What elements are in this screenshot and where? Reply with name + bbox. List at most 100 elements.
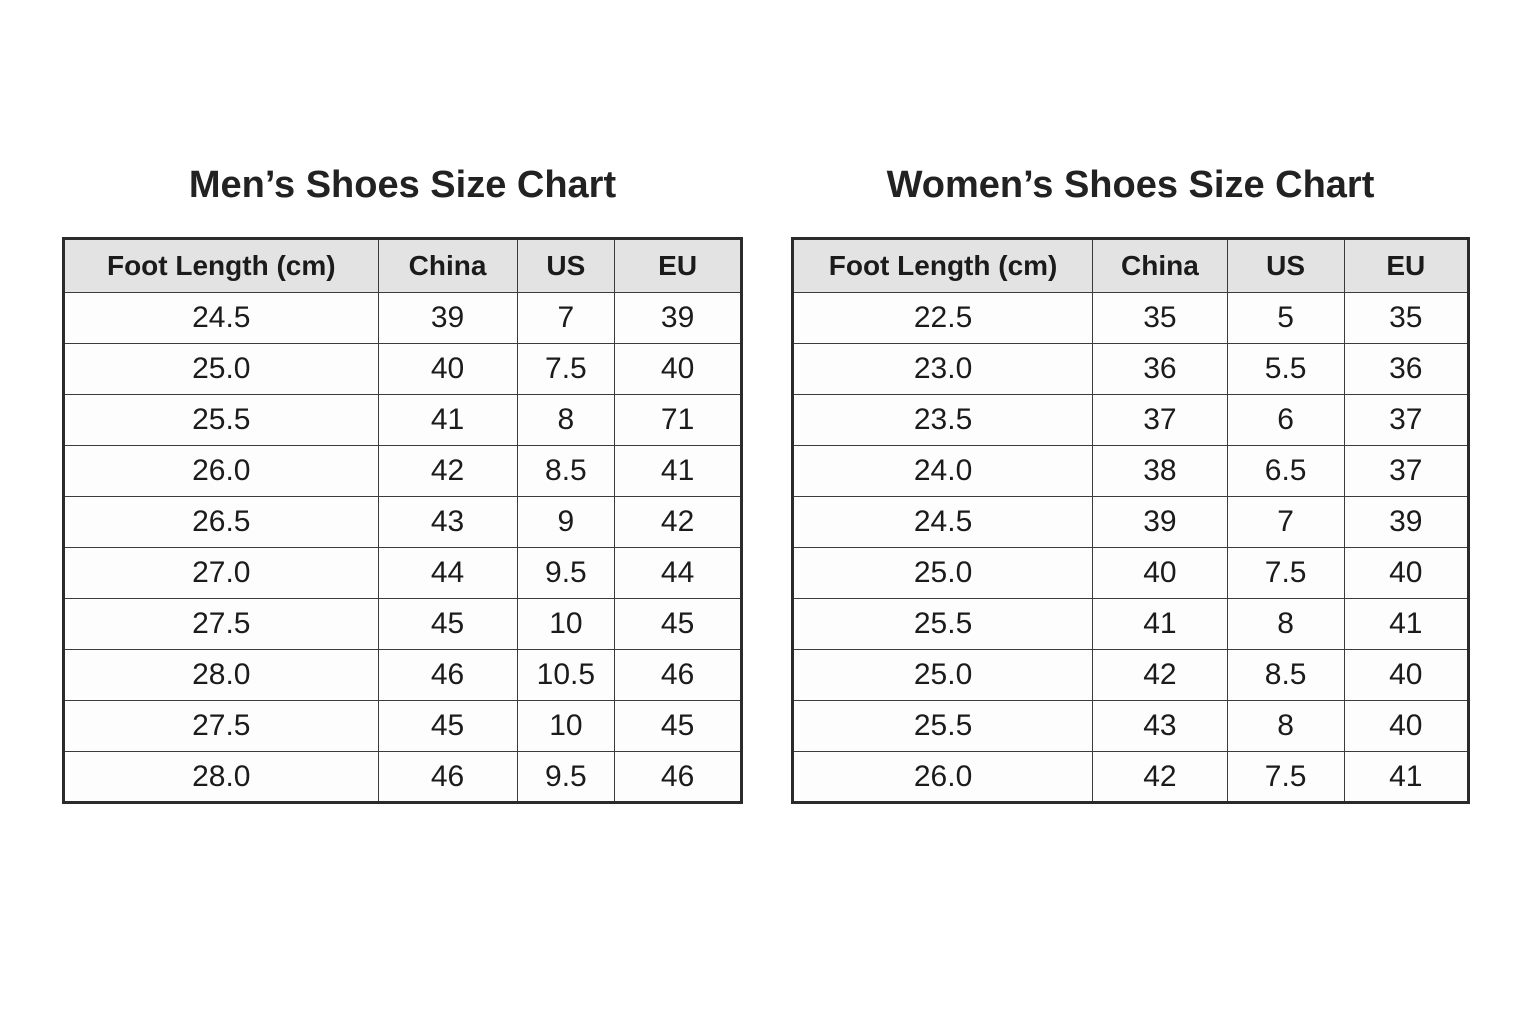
table-cell: 7 [516,292,616,344]
table-cell: 71 [614,394,742,446]
table-header-row: Foot Length (cm) China US EU [791,238,1470,293]
womens-chart-title: Women’s Shoes Size Chart [886,164,1375,206]
table-cell: 24.0 [791,445,1094,497]
table-cell: 22.5 [791,292,1094,344]
table-cell: 5.5 [1226,343,1345,395]
table-cell: 41 [614,445,742,497]
mens-size-chart-section: Men’s Shoes Size Chart Foot Length (cm) … [62,162,743,804]
table-cell: 8 [1226,598,1345,650]
table-cell: 45 [377,700,518,752]
table-cell: 39 [614,292,742,344]
table-cell: 9.5 [516,751,616,803]
table-cell: 44 [614,547,742,599]
table-cell: 24.5 [63,292,379,344]
table-cell: 36 [1343,343,1470,395]
table-cell: 7.5 [1226,547,1345,599]
table-cell: 39 [1092,496,1228,548]
table-cell: 10 [516,700,616,752]
column-header-eu: EU [1343,238,1470,293]
column-header-us: US [1226,238,1345,293]
table-row: 22.5 35 5 35 [791,292,1470,344]
table-cell: 8 [1226,700,1345,752]
table-cell: 41 [1343,598,1470,650]
table-cell: 45 [614,598,742,650]
table-cell: 42 [614,496,742,548]
table-cell: 41 [377,394,518,446]
table-row: 25.5 43 8 40 [791,700,1470,752]
column-header-china: China [1092,238,1228,293]
table-cell: 26.0 [791,751,1094,803]
table-cell: 25.0 [791,547,1094,599]
table-cell: 25.0 [791,649,1094,701]
table-cell: 40 [1343,700,1470,752]
table-cell: 39 [1343,496,1470,548]
table-row: 25.0 40 7.5 40 [791,547,1470,599]
table-cell: 23.5 [791,394,1094,446]
table-row: 28.0 46 10.5 46 [63,649,742,701]
table-cell: 7.5 [1226,751,1345,803]
table-cell: 6.5 [1226,445,1345,497]
table-cell: 36 [1092,343,1228,395]
table-cell: 40 [377,343,518,395]
table-cell: 46 [614,751,742,803]
table-cell: 41 [1092,598,1228,650]
table-cell: 43 [377,496,518,548]
table-row: 27.0 44 9.5 44 [63,547,742,599]
table-cell: 24.5 [791,496,1094,548]
table-cell: 37 [1092,394,1228,446]
mens-table-body: 24.5 39 7 39 25.0 40 7.5 40 25.5 41 8 71 26.0 42 8.5 41… [63,292,742,803]
column-header-us: US [516,238,616,293]
table-cell: 5 [1226,292,1345,344]
table-cell: 8.5 [1226,649,1345,701]
table-cell: 26.0 [63,445,379,497]
table-cell: 27.5 [63,700,379,752]
table-cell: 26.5 [63,496,379,548]
table-cell: 39 [377,292,518,344]
table-row: 26.0 42 7.5 41 [791,751,1470,803]
table-row: 25.5 41 8 71 [63,394,742,446]
column-header-china: China [377,238,518,293]
mens-size-table: Foot Length (cm) China US EU 24.5 39 7 39 25… [62,237,743,804]
table-cell: 28.0 [63,649,379,701]
table-cell: 44 [377,547,518,599]
womens-size-table: Foot Length (cm) China US EU 22.5 35 5 35 23… [791,237,1470,804]
table-cell: 28.0 [63,751,379,803]
column-header-foot-length: Foot Length (cm) [791,238,1094,293]
table-cell: 25.0 [63,343,379,395]
table-cell: 37 [1343,445,1470,497]
column-header-foot-length: Foot Length (cm) [63,238,379,293]
womens-size-chart-section: Women’s Shoes Size Chart Foot Length (cm… [791,162,1470,804]
mens-chart-title: Men’s Shoes Size Chart [188,164,617,206]
table-row: 23.5 37 6 37 [791,394,1470,446]
table-cell: 42 [1092,649,1228,701]
table-cell: 43 [1092,700,1228,752]
table-cell: 27.0 [63,547,379,599]
table-row: 23.0 36 5.5 36 [791,343,1470,395]
table-row: 27.5 45 10 45 [63,598,742,650]
table-cell: 45 [377,598,518,650]
womens-table-body: 22.5 35 5 35 23.0 36 5.5 36 23.5 37 6 37 24.0 38 6.5 37… [791,292,1470,803]
column-header-eu: EU [614,238,742,293]
table-cell: 40 [614,343,742,395]
table-cell: 46 [377,649,518,701]
table-cell: 25.5 [791,700,1094,752]
table-row: 26.0 42 8.5 41 [63,445,742,497]
table-cell: 46 [614,649,742,701]
table-cell: 6 [1226,394,1345,446]
table-cell: 10.5 [516,649,616,701]
table-cell: 40 [1343,649,1470,701]
table-cell: 42 [1092,751,1228,803]
table-cell: 8 [516,394,616,446]
table-cell: 8.5 [516,445,616,497]
table-cell: 7 [1226,496,1345,548]
table-cell: 7.5 [516,343,616,395]
table-row: 24.5 39 7 39 [63,292,742,344]
table-cell: 38 [1092,445,1228,497]
table-row: 26.5 43 9 42 [63,496,742,548]
table-cell: 35 [1343,292,1470,344]
table-cell: 41 [1343,751,1470,803]
table-cell: 9.5 [516,547,616,599]
table-cell: 25.5 [791,598,1094,650]
table-header-row: Foot Length (cm) China US EU [63,238,742,293]
